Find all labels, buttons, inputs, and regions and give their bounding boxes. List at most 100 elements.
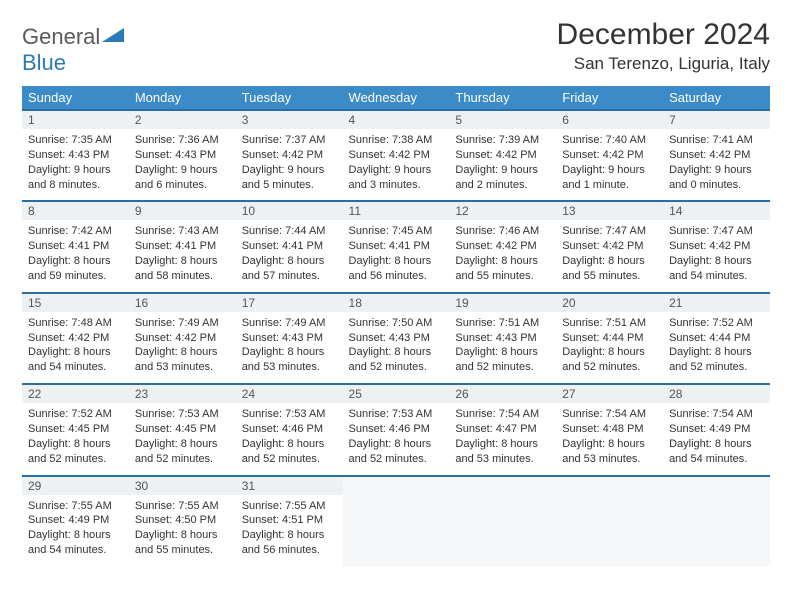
daylight-text: Daylight: 8 hours and 53 minutes.	[135, 345, 230, 375]
sunset-text: Sunset: 4:41 PM	[135, 239, 230, 254]
day-number-cell: 1	[22, 110, 129, 129]
sunrise-text: Sunrise: 7:54 AM	[455, 407, 550, 422]
sunset-text: Sunset: 4:45 PM	[135, 422, 230, 437]
day-number-cell: 22	[22, 384, 129, 403]
day-info-cell: Sunrise: 7:43 AMSunset: 4:41 PMDaylight:…	[129, 220, 236, 292]
sunrise-text: Sunrise: 7:51 AM	[562, 316, 657, 331]
logo: General Blue	[22, 24, 124, 76]
logo-text: General Blue	[22, 24, 124, 76]
sunrise-text: Sunrise: 7:47 AM	[669, 224, 764, 239]
daylight-text: Daylight: 9 hours and 6 minutes.	[135, 163, 230, 193]
daylight-text: Daylight: 9 hours and 1 minute.	[562, 163, 657, 193]
title-block: December 2024 San Terenzo, Liguria, Ital…	[557, 18, 770, 74]
sunset-text: Sunset: 4:49 PM	[669, 422, 764, 437]
daylight-text: Daylight: 8 hours and 52 minutes.	[242, 437, 337, 467]
daylight-text: Daylight: 8 hours and 59 minutes.	[28, 254, 123, 284]
sunset-text: Sunset: 4:43 PM	[349, 331, 444, 346]
daylight-text: Daylight: 8 hours and 54 minutes.	[669, 254, 764, 284]
daylight-text: Daylight: 9 hours and 0 minutes.	[669, 163, 764, 193]
day-number-row: 891011121314	[22, 201, 770, 220]
sunrise-text: Sunrise: 7:40 AM	[562, 133, 657, 148]
day-info-cell: Sunrise: 7:53 AMSunset: 4:46 PMDaylight:…	[343, 403, 450, 475]
day-info-cell: Sunrise: 7:42 AMSunset: 4:41 PMDaylight:…	[22, 220, 129, 292]
sunrise-text: Sunrise: 7:52 AM	[28, 407, 123, 422]
day-number-cell: 18	[343, 293, 450, 312]
day-number-row: 1234567	[22, 110, 770, 129]
day-number-cell	[556, 476, 663, 495]
sunrise-text: Sunrise: 7:37 AM	[242, 133, 337, 148]
day-info-cell: Sunrise: 7:54 AMSunset: 4:47 PMDaylight:…	[449, 403, 556, 475]
day-number-cell: 13	[556, 201, 663, 220]
day-number-cell: 23	[129, 384, 236, 403]
day-number-cell	[343, 476, 450, 495]
sunrise-text: Sunrise: 7:39 AM	[455, 133, 550, 148]
sunrise-text: Sunrise: 7:51 AM	[455, 316, 550, 331]
sunrise-text: Sunrise: 7:49 AM	[242, 316, 337, 331]
day-number-cell: 6	[556, 110, 663, 129]
sunset-text: Sunset: 4:42 PM	[669, 239, 764, 254]
weekday-header: Thursday	[449, 86, 556, 110]
daylight-text: Daylight: 8 hours and 53 minutes.	[455, 437, 550, 467]
sunset-text: Sunset: 4:42 PM	[562, 148, 657, 163]
sunset-text: Sunset: 4:41 PM	[28, 239, 123, 254]
day-number-cell: 19	[449, 293, 556, 312]
day-info-cell: Sunrise: 7:49 AMSunset: 4:42 PMDaylight:…	[129, 312, 236, 384]
daylight-text: Daylight: 8 hours and 52 minutes.	[135, 437, 230, 467]
weekday-header: Tuesday	[236, 86, 343, 110]
sunset-text: Sunset: 4:48 PM	[562, 422, 657, 437]
day-info-cell: Sunrise: 7:46 AMSunset: 4:42 PMDaylight:…	[449, 220, 556, 292]
day-number-cell	[663, 476, 770, 495]
sunset-text: Sunset: 4:43 PM	[455, 331, 550, 346]
daylight-text: Daylight: 8 hours and 55 minutes.	[135, 528, 230, 558]
sunset-text: Sunset: 4:46 PM	[242, 422, 337, 437]
sunrise-text: Sunrise: 7:55 AM	[242, 499, 337, 514]
sunset-text: Sunset: 4:42 PM	[135, 331, 230, 346]
daylight-text: Daylight: 8 hours and 52 minutes.	[669, 345, 764, 375]
sunset-text: Sunset: 4:42 PM	[28, 331, 123, 346]
weekday-header: Wednesday	[343, 86, 450, 110]
day-info-cell: Sunrise: 7:53 AMSunset: 4:46 PMDaylight:…	[236, 403, 343, 475]
day-number-cell: 17	[236, 293, 343, 312]
sunset-text: Sunset: 4:42 PM	[455, 239, 550, 254]
day-number-row: 15161718192021	[22, 293, 770, 312]
logo-text-blue: Blue	[22, 50, 66, 75]
sunrise-text: Sunrise: 7:52 AM	[669, 316, 764, 331]
day-number-cell: 9	[129, 201, 236, 220]
day-info-cell: Sunrise: 7:44 AMSunset: 4:41 PMDaylight:…	[236, 220, 343, 292]
logo-triangle-icon	[102, 28, 124, 44]
sunset-text: Sunset: 4:43 PM	[242, 331, 337, 346]
sunset-text: Sunset: 4:42 PM	[455, 148, 550, 163]
day-info-cell: Sunrise: 7:54 AMSunset: 4:48 PMDaylight:…	[556, 403, 663, 475]
daylight-text: Daylight: 9 hours and 5 minutes.	[242, 163, 337, 193]
sunrise-text: Sunrise: 7:54 AM	[562, 407, 657, 422]
day-info-row: Sunrise: 7:35 AMSunset: 4:43 PMDaylight:…	[22, 129, 770, 201]
day-info-row: Sunrise: 7:55 AMSunset: 4:49 PMDaylight:…	[22, 495, 770, 566]
day-info-cell: Sunrise: 7:52 AMSunset: 4:45 PMDaylight:…	[22, 403, 129, 475]
sunrise-text: Sunrise: 7:45 AM	[349, 224, 444, 239]
sunset-text: Sunset: 4:42 PM	[349, 148, 444, 163]
day-number-cell: 2	[129, 110, 236, 129]
logo-text-general: General	[22, 24, 100, 49]
daylight-text: Daylight: 8 hours and 52 minutes.	[562, 345, 657, 375]
day-number-row: 22232425262728	[22, 384, 770, 403]
day-info-cell: Sunrise: 7:40 AMSunset: 4:42 PMDaylight:…	[556, 129, 663, 201]
day-number-cell: 16	[129, 293, 236, 312]
day-info-cell: Sunrise: 7:49 AMSunset: 4:43 PMDaylight:…	[236, 312, 343, 384]
sunrise-text: Sunrise: 7:42 AM	[28, 224, 123, 239]
day-info-cell: Sunrise: 7:52 AMSunset: 4:44 PMDaylight:…	[663, 312, 770, 384]
day-info-cell: Sunrise: 7:47 AMSunset: 4:42 PMDaylight:…	[556, 220, 663, 292]
daylight-text: Daylight: 8 hours and 52 minutes.	[28, 437, 123, 467]
day-number-cell: 25	[343, 384, 450, 403]
day-info-cell: Sunrise: 7:35 AMSunset: 4:43 PMDaylight:…	[22, 129, 129, 201]
day-number-cell: 11	[343, 201, 450, 220]
day-number-row: 293031	[22, 476, 770, 495]
daylight-text: Daylight: 8 hours and 56 minutes.	[242, 528, 337, 558]
day-info-cell	[343, 495, 450, 566]
sunset-text: Sunset: 4:41 PM	[349, 239, 444, 254]
sunset-text: Sunset: 4:43 PM	[28, 148, 123, 163]
day-number-cell: 5	[449, 110, 556, 129]
day-info-cell: Sunrise: 7:53 AMSunset: 4:45 PMDaylight:…	[129, 403, 236, 475]
day-number-cell: 4	[343, 110, 450, 129]
sunrise-text: Sunrise: 7:54 AM	[669, 407, 764, 422]
day-info-cell: Sunrise: 7:55 AMSunset: 4:49 PMDaylight:…	[22, 495, 129, 566]
